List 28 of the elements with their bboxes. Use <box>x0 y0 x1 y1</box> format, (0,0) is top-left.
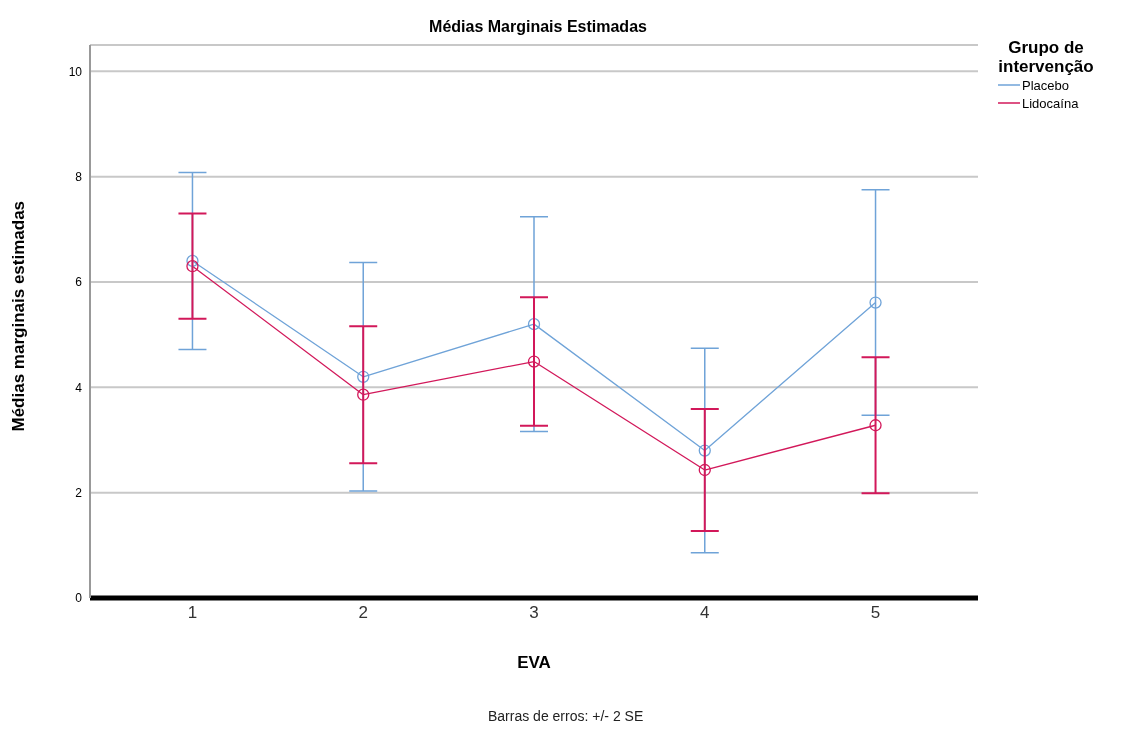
point <box>186 260 199 273</box>
y-tick-label: 8 <box>75 169 83 184</box>
x-tick-label: 5 <box>870 603 881 623</box>
point <box>527 317 541 331</box>
x-tick-label: 2 <box>358 603 368 623</box>
point <box>357 370 370 383</box>
point <box>357 388 370 401</box>
y-tick-label: 2 <box>75 485 83 500</box>
point <box>869 419 882 432</box>
point <box>527 355 541 368</box>
x-axis-title: EVA <box>517 653 551 672</box>
y-axis-title: Médias marginais estimadas <box>9 200 29 432</box>
y-tick-label: 0 <box>75 591 83 606</box>
y-tick-label: 10 <box>68 64 83 79</box>
legend-title: Grupo de intervenção <box>997 38 1095 76</box>
point <box>698 463 711 477</box>
legend-label: Lidocaína <box>1022 95 1079 111</box>
point <box>698 444 711 457</box>
legend-label: Placebo <box>1022 77 1069 93</box>
x-tick-label: 4 <box>700 603 710 623</box>
y-tick-label: 6 <box>75 275 83 290</box>
point <box>869 296 882 309</box>
x-tick-label: 1 <box>187 603 198 623</box>
point <box>186 254 199 268</box>
y-tick-label: 4 <box>75 380 83 395</box>
chart-title: Médias Marginais Estimadas <box>428 18 648 36</box>
x-tick-label: 3 <box>529 603 539 623</box>
text: Barras de erros: +/- 2 SE <box>488 708 644 724</box>
